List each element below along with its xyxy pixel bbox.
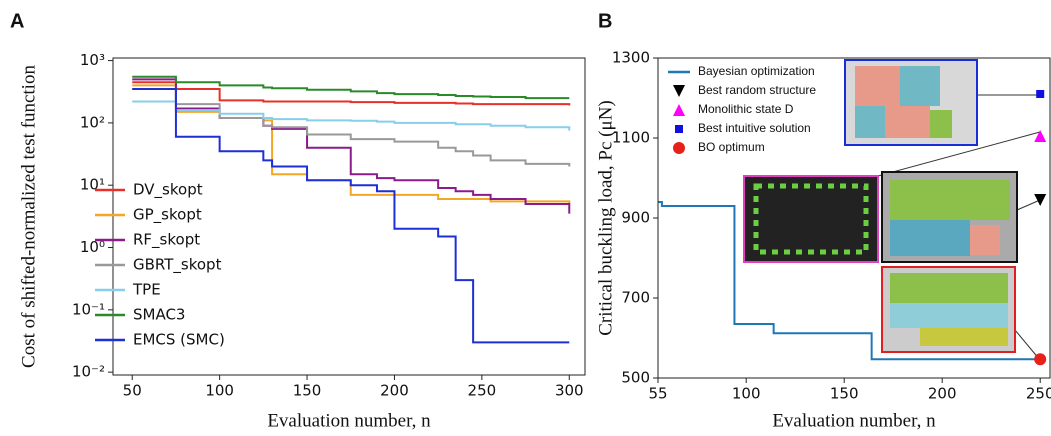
inset-block xyxy=(970,225,1000,255)
y-tick-label: 10² xyxy=(80,113,105,131)
legend-label: DV_skopt xyxy=(133,181,203,200)
legend-label: RF_skopt xyxy=(133,231,200,250)
x-tick-label: 150 xyxy=(830,385,859,403)
legend-marker xyxy=(675,125,683,133)
legend-label: GP_skopt xyxy=(133,206,202,225)
series-line xyxy=(132,87,571,167)
legend-label: SMAC3 xyxy=(133,306,185,324)
legend-label: Best random structure xyxy=(698,83,816,97)
y-tick-label: 10⁻² xyxy=(72,363,105,381)
series-line xyxy=(132,87,570,344)
inset-block xyxy=(890,303,1008,328)
x-tick-label: 55 xyxy=(648,385,667,403)
x-tick-label: 250 xyxy=(468,382,497,400)
inset-block xyxy=(855,66,900,106)
legend-label: GBRT_skopt xyxy=(133,256,222,275)
series-line xyxy=(132,100,571,131)
legend-label: TPE xyxy=(132,281,161,299)
y-tick-label: 10³ xyxy=(80,51,105,69)
y-tick-label: 500 xyxy=(621,369,650,387)
insets xyxy=(743,59,1041,361)
x-tick-label: 100 xyxy=(205,382,234,400)
point xyxy=(1034,130,1047,142)
x-tick-label: 50 xyxy=(123,382,142,400)
y-tick-label: 10⁰ xyxy=(80,238,105,256)
legend-marker xyxy=(673,142,685,154)
legend-label: Bayesian optimization xyxy=(698,64,815,78)
series-line xyxy=(132,75,570,100)
legend-label: Monolithic state D xyxy=(698,102,794,116)
inset-lattice xyxy=(753,183,869,255)
x-tick-label: 300 xyxy=(555,382,584,400)
legend-label: Best intuitive solution xyxy=(698,121,811,135)
inset-block xyxy=(890,273,1008,303)
legend-label: EMCS (SMC) xyxy=(133,331,225,349)
inset-monolithic xyxy=(743,175,879,263)
legend-label: BO optimum xyxy=(698,140,765,154)
x-tick-label: 150 xyxy=(293,382,322,400)
y-axis-label: Cost of shifted-normalized test function xyxy=(18,65,39,368)
y-tick-label: 700 xyxy=(621,289,650,307)
y-tick-label: 900 xyxy=(621,209,650,227)
panel-label: B xyxy=(598,10,612,32)
y-tick-label: 1300 xyxy=(612,49,650,67)
legend-marker xyxy=(673,85,685,97)
inset-block xyxy=(930,110,952,138)
x-tick-label: 250 xyxy=(1026,385,1051,403)
x-axis-label: Evaluation number, n xyxy=(267,410,431,431)
x-tick-label: 200 xyxy=(928,385,957,403)
series-line xyxy=(132,81,571,106)
connector xyxy=(877,131,1041,177)
connector xyxy=(1014,329,1041,361)
inset-block xyxy=(855,106,885,138)
y-tick-label: 1100 xyxy=(612,129,650,147)
y-axis-label: Critical buckling load, Pc (μN) xyxy=(595,100,616,336)
panel-label: A xyxy=(10,10,24,32)
plot-frame xyxy=(112,57,586,376)
x-tick-label: 200 xyxy=(380,382,409,400)
inset-block xyxy=(885,106,930,138)
series-line xyxy=(658,201,1041,361)
point xyxy=(1034,353,1047,366)
point xyxy=(1036,90,1045,98)
connector xyxy=(1016,199,1041,211)
inset-block xyxy=(890,180,1010,220)
inset-block xyxy=(920,328,1008,346)
legend-marker xyxy=(673,104,685,116)
point xyxy=(1034,194,1047,206)
inset-block xyxy=(890,220,970,256)
x-axis-label: Evaluation number, n xyxy=(772,410,936,431)
x-tick-label: 100 xyxy=(732,385,761,403)
inset-block xyxy=(900,66,940,106)
